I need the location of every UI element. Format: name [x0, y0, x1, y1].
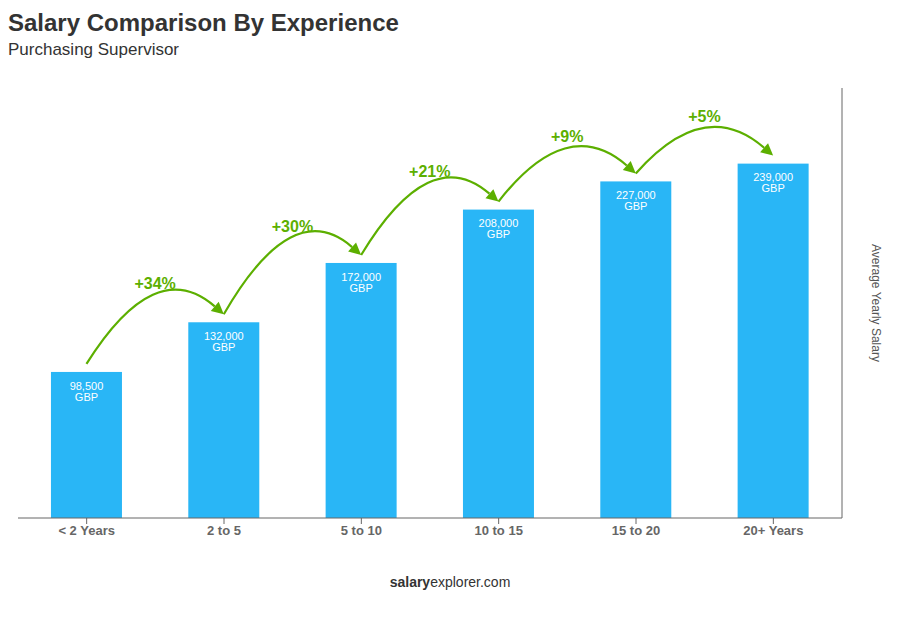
svg-text:+21%: +21%: [409, 163, 450, 180]
svg-text:+5%: +5%: [688, 108, 720, 125]
svg-text:98,500GBP: 98,500GBP: [70, 380, 104, 403]
html-text:Salary Comparison By Experienc: Salary Comparison By Experience: [8, 9, 399, 36]
svg-text:15 to 20: 15 to 20: [612, 523, 660, 538]
svg-text:172,000GBP: 172,000GBP: [341, 271, 381, 294]
svg-text:20+ Years: 20+ Years: [743, 523, 803, 538]
svg-text:227,000GBP: 227,000GBP: [616, 189, 656, 212]
svg-text:+34%: +34%: [134, 275, 175, 292]
svg-text:< 2 Years: < 2 Years: [58, 523, 115, 538]
svg-text:239,000GBP: 239,000GBP: [753, 171, 793, 194]
html-text:Purchasing Supervisor: Purchasing Supervisor: [8, 40, 179, 59]
svg-text:2 to 5: 2 to 5: [207, 523, 241, 538]
svg-text:5 to 10: 5 to 10: [341, 523, 382, 538]
svg-text:208,000GBP: 208,000GBP: [479, 217, 519, 240]
svg-text:132,000GBP: 132,000GBP: [204, 330, 244, 353]
html-text:salary explorer.com: salary explorer.com: [389, 574, 511, 590]
svg-text:10 to 15: 10 to 15: [474, 523, 522, 538]
svg-text:Average Yearly Salary: Average Yearly Salary: [869, 244, 883, 362]
svg-text:+30%: +30%: [272, 218, 313, 235]
svg-text:+9%: +9%: [551, 128, 583, 145]
